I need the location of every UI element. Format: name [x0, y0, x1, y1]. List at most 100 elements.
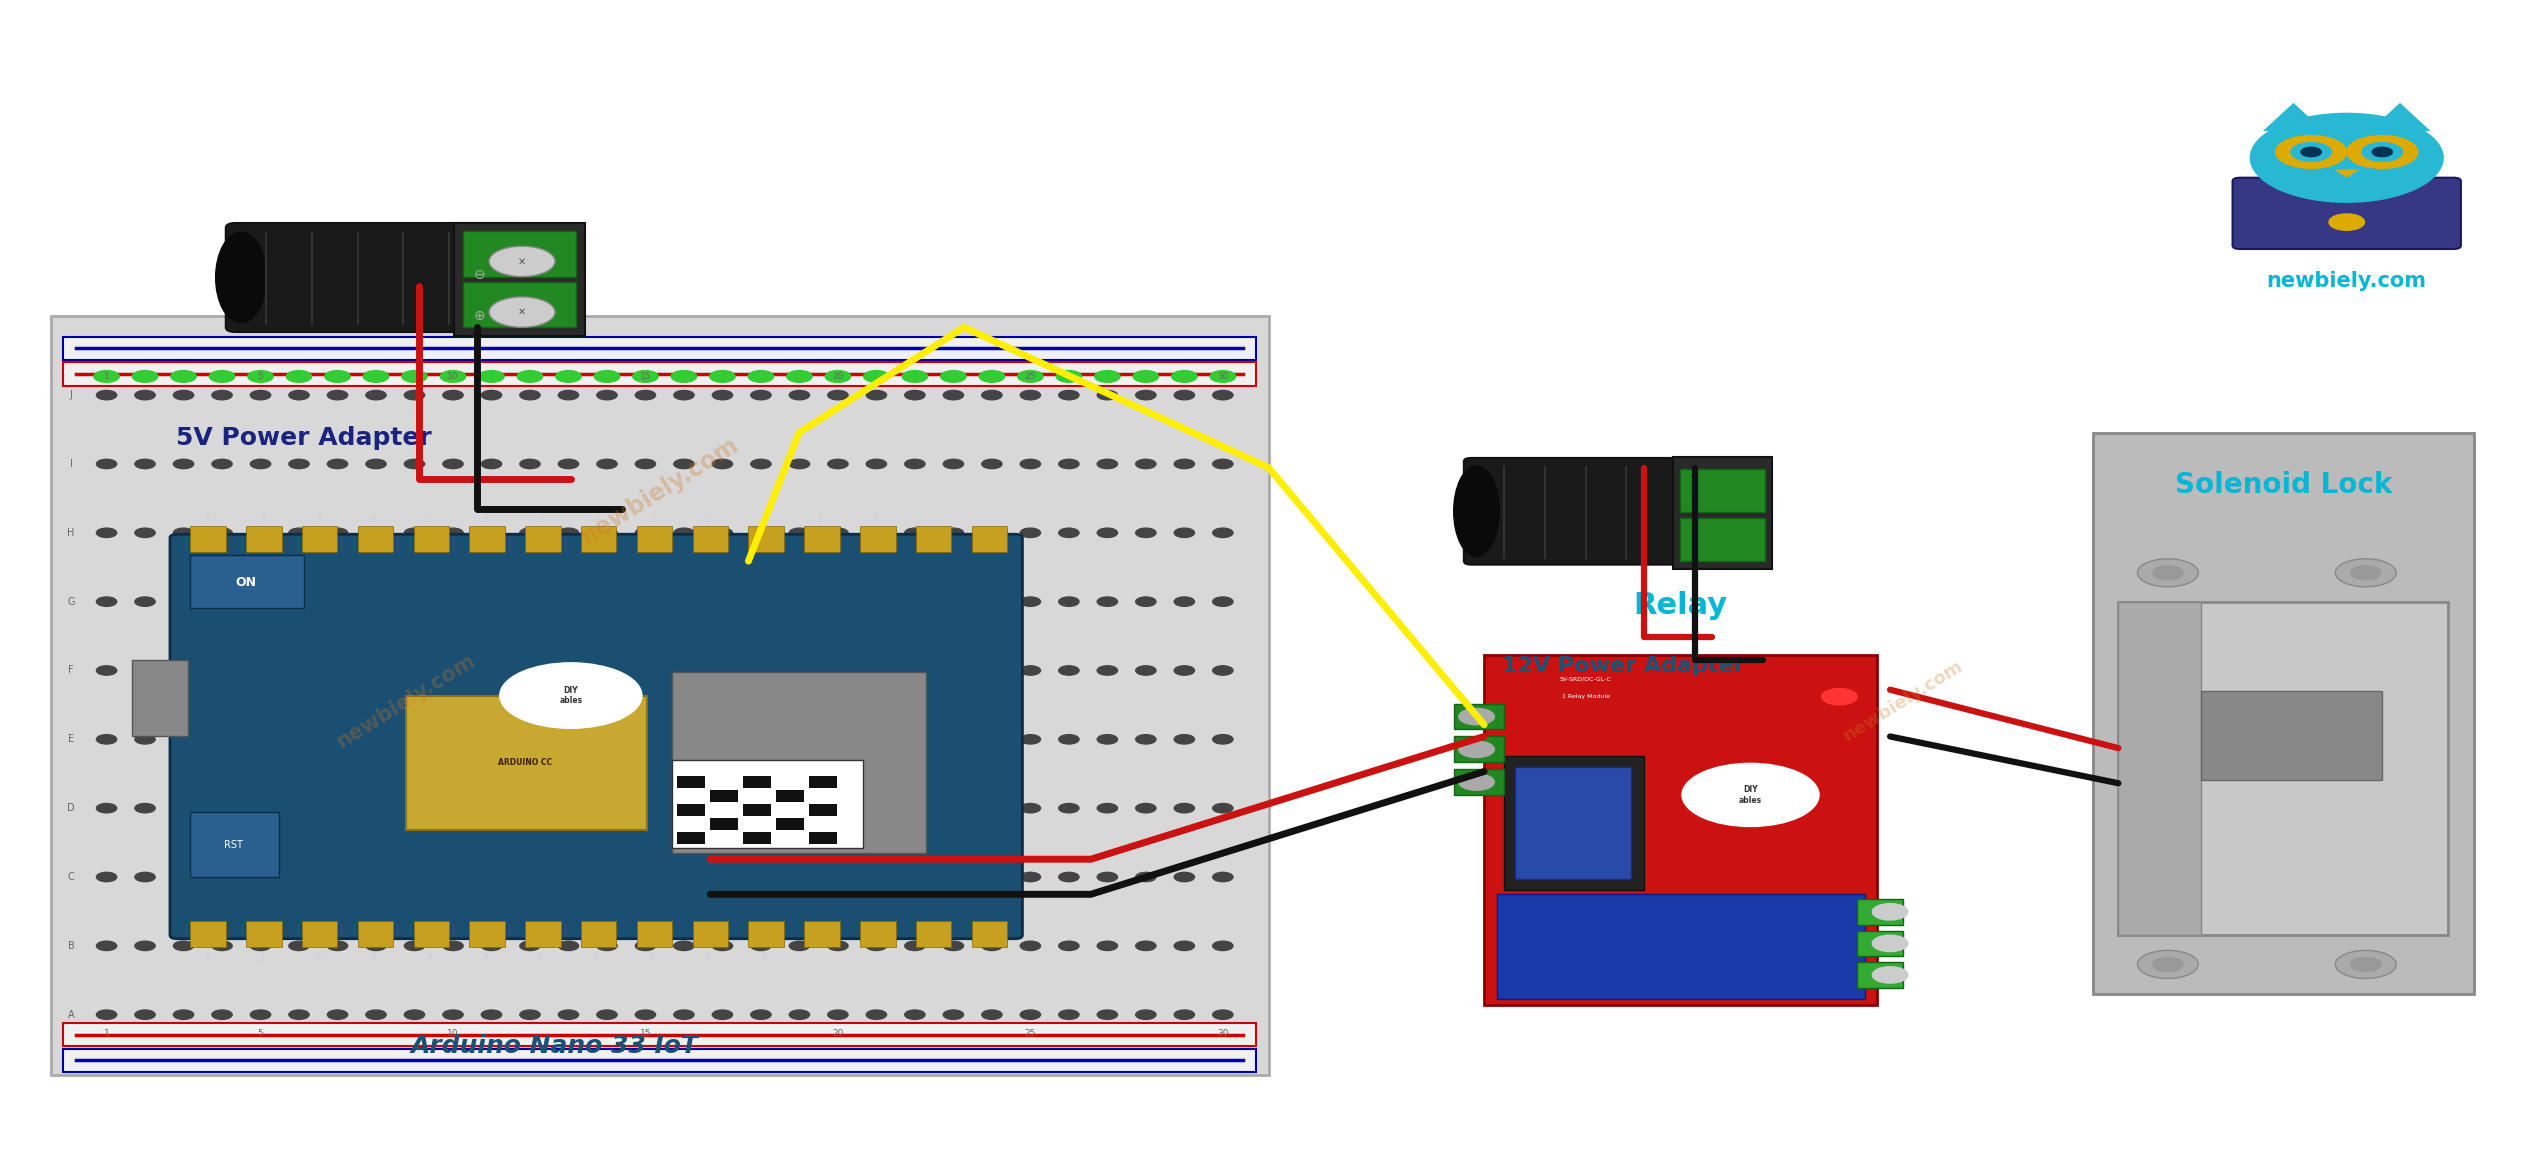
FancyBboxPatch shape — [581, 921, 616, 947]
Circle shape — [941, 371, 967, 382]
Circle shape — [1175, 1010, 1195, 1019]
Text: I: I — [68, 459, 74, 469]
Circle shape — [289, 666, 310, 676]
Circle shape — [2329, 214, 2364, 230]
Circle shape — [632, 371, 657, 382]
Circle shape — [327, 734, 348, 743]
Circle shape — [173, 1010, 193, 1019]
Circle shape — [289, 390, 310, 400]
Text: RST: RST — [223, 841, 244, 850]
Circle shape — [827, 734, 847, 743]
FancyBboxPatch shape — [454, 223, 586, 336]
Circle shape — [634, 941, 655, 950]
Circle shape — [1213, 597, 1233, 607]
Circle shape — [1096, 872, 1116, 881]
Circle shape — [675, 803, 695, 812]
Circle shape — [213, 1010, 233, 1019]
Circle shape — [251, 941, 271, 950]
Circle shape — [1096, 459, 1116, 469]
Text: A4: A4 — [596, 950, 601, 957]
Circle shape — [403, 941, 424, 950]
Text: A: A — [68, 1010, 74, 1019]
Circle shape — [1175, 803, 1195, 812]
Text: H: H — [68, 528, 74, 538]
Circle shape — [287, 371, 312, 382]
Circle shape — [1175, 390, 1195, 400]
Text: 1: 1 — [104, 1029, 109, 1038]
Circle shape — [403, 528, 424, 538]
Text: A0: A0 — [373, 950, 378, 957]
FancyBboxPatch shape — [743, 776, 771, 788]
FancyBboxPatch shape — [1679, 469, 1766, 512]
Circle shape — [365, 459, 386, 469]
Circle shape — [827, 666, 847, 676]
Circle shape — [713, 734, 733, 743]
Text: 15: 15 — [639, 372, 652, 381]
Circle shape — [134, 872, 155, 881]
Circle shape — [906, 1010, 926, 1019]
FancyBboxPatch shape — [672, 672, 926, 853]
FancyBboxPatch shape — [246, 921, 282, 947]
Circle shape — [556, 371, 581, 382]
Circle shape — [634, 597, 655, 607]
Circle shape — [789, 666, 809, 676]
Text: D11: D11 — [261, 510, 266, 521]
Circle shape — [982, 666, 1002, 676]
Circle shape — [213, 941, 233, 950]
FancyBboxPatch shape — [2200, 691, 2382, 780]
Circle shape — [173, 390, 193, 400]
Circle shape — [2276, 136, 2347, 168]
Circle shape — [289, 734, 310, 743]
Circle shape — [289, 872, 310, 881]
Circle shape — [444, 803, 464, 812]
Text: D13: D13 — [205, 950, 211, 962]
Circle shape — [490, 247, 556, 277]
Circle shape — [134, 459, 155, 469]
FancyBboxPatch shape — [710, 818, 738, 830]
Circle shape — [482, 803, 502, 812]
Circle shape — [982, 803, 1002, 812]
Circle shape — [490, 297, 556, 327]
Text: A1: A1 — [429, 950, 434, 957]
Circle shape — [751, 734, 771, 743]
Circle shape — [1017, 371, 1043, 382]
Circle shape — [751, 597, 771, 607]
Circle shape — [1058, 941, 1078, 950]
Circle shape — [751, 803, 771, 812]
Circle shape — [213, 666, 233, 676]
Circle shape — [365, 528, 386, 538]
Circle shape — [403, 597, 424, 607]
Text: 20: 20 — [832, 372, 845, 381]
Circle shape — [327, 941, 348, 950]
Circle shape — [170, 371, 195, 382]
Circle shape — [748, 371, 774, 382]
Circle shape — [173, 666, 193, 676]
Circle shape — [96, 941, 117, 950]
Text: D12: D12 — [205, 510, 211, 521]
Circle shape — [2334, 559, 2395, 587]
Circle shape — [1175, 872, 1195, 881]
Circle shape — [520, 528, 540, 538]
Circle shape — [1020, 941, 1040, 950]
Circle shape — [906, 941, 926, 950]
FancyBboxPatch shape — [525, 526, 561, 552]
Circle shape — [2136, 950, 2197, 978]
Circle shape — [1213, 734, 1233, 743]
Circle shape — [134, 734, 155, 743]
Circle shape — [289, 1010, 310, 1019]
Circle shape — [1020, 597, 1040, 607]
FancyBboxPatch shape — [637, 921, 672, 947]
Circle shape — [365, 390, 386, 400]
Circle shape — [1213, 872, 1233, 881]
Circle shape — [865, 597, 885, 607]
Circle shape — [789, 459, 809, 469]
Text: VIN: VIN — [764, 950, 769, 960]
Circle shape — [982, 528, 1002, 538]
Circle shape — [751, 941, 771, 950]
Circle shape — [173, 734, 193, 743]
Circle shape — [2136, 559, 2197, 587]
Text: D10: D10 — [317, 510, 322, 521]
Text: ✕: ✕ — [518, 256, 525, 267]
Circle shape — [982, 597, 1002, 607]
FancyBboxPatch shape — [916, 921, 951, 947]
